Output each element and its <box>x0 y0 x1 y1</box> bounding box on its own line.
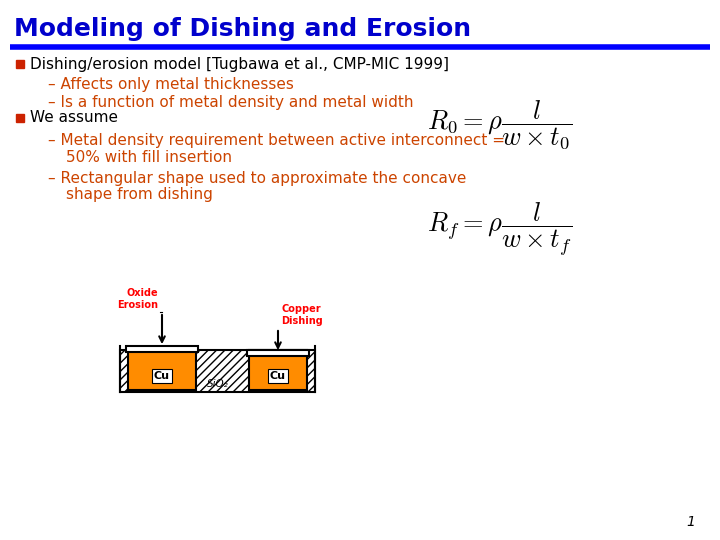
Text: – Metal density requirement between active interconnect =: – Metal density requirement between acti… <box>48 132 505 147</box>
Text: SiO₂: SiO₂ <box>207 379 228 389</box>
Text: $R_0 = \rho \dfrac{l}{w \times t_0}$: $R_0 = \rho \dfrac{l}{w \times t_0}$ <box>427 98 572 152</box>
Text: 50% with fill insertion: 50% with fill insertion <box>66 150 232 165</box>
Text: – Affects only metal thicknesses: – Affects only metal thicknesses <box>48 78 294 92</box>
Text: Modeling of Dishing and Erosion: Modeling of Dishing and Erosion <box>14 17 471 41</box>
Text: Cu: Cu <box>270 371 286 381</box>
Text: – Rectangular shape used to approximate the concave: – Rectangular shape used to approximate … <box>48 171 467 186</box>
Bar <box>247 350 309 356</box>
Bar <box>249 350 307 390</box>
Text: Cu: Cu <box>154 371 170 381</box>
Text: Dishing/erosion model [Tugbawa et al., CMP-MIC 1999]: Dishing/erosion model [Tugbawa et al., C… <box>30 57 449 71</box>
Bar <box>128 350 196 390</box>
Bar <box>126 346 198 352</box>
Bar <box>16 60 24 68</box>
Text: Copper
Dishing: Copper Dishing <box>281 305 323 326</box>
Bar <box>249 350 307 390</box>
Text: $R_f = \rho \dfrac{l}{w \times t_f}$: $R_f = \rho \dfrac{l}{w \times t_f}$ <box>428 201 572 259</box>
Bar <box>128 350 196 390</box>
Text: – Is a function of metal density and metal width: – Is a function of metal density and met… <box>48 96 413 111</box>
Text: We assume: We assume <box>30 111 118 125</box>
Bar <box>120 350 315 392</box>
Bar <box>16 114 24 122</box>
Text: 1: 1 <box>686 515 695 529</box>
Text: Oxide
Erosion: Oxide Erosion <box>117 288 158 310</box>
Text: shape from dishing: shape from dishing <box>66 187 213 202</box>
